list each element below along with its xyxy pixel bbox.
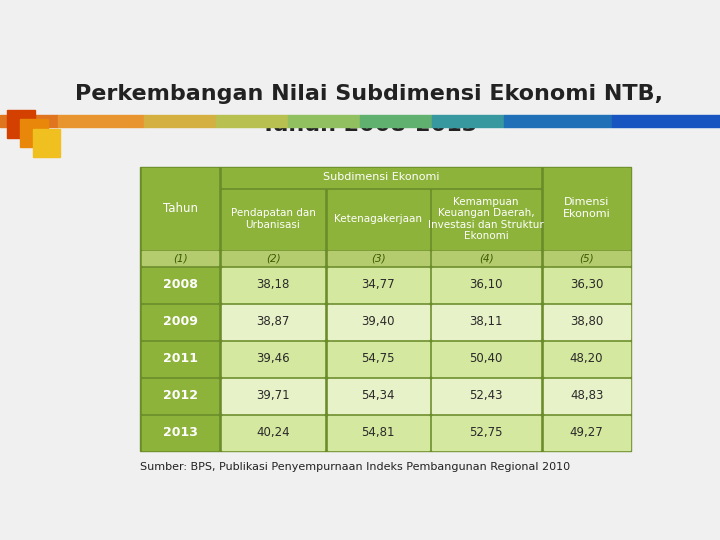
Bar — [544, 251, 629, 265]
Text: 38,11: 38,11 — [469, 315, 503, 328]
Bar — [222, 342, 324, 376]
Text: 2012: 2012 — [163, 389, 197, 402]
Text: 52,43: 52,43 — [469, 389, 503, 402]
Text: 54,34: 54,34 — [361, 389, 395, 402]
Text: Ketenagakerjaan: Ketenagakerjaan — [334, 214, 422, 224]
Text: 38,18: 38,18 — [256, 279, 289, 292]
Text: 38,80: 38,80 — [570, 315, 603, 328]
Text: 39,40: 39,40 — [361, 315, 395, 328]
Bar — [432, 379, 540, 413]
Text: 38,87: 38,87 — [256, 315, 289, 328]
Bar — [222, 379, 324, 413]
Text: 2009: 2009 — [163, 315, 197, 328]
Bar — [544, 342, 629, 376]
Bar — [544, 379, 629, 413]
Text: 2013: 2013 — [163, 427, 197, 440]
Text: (3): (3) — [371, 253, 385, 263]
Bar — [222, 268, 324, 302]
Bar — [142, 416, 218, 450]
Text: (4): (4) — [479, 253, 493, 263]
Text: 52,75: 52,75 — [469, 427, 503, 440]
Text: 48,20: 48,20 — [570, 353, 603, 366]
Text: (5): (5) — [580, 253, 594, 263]
Text: 2008: 2008 — [163, 279, 197, 292]
Bar — [328, 251, 428, 265]
Bar — [222, 190, 324, 248]
Bar — [142, 305, 218, 339]
Bar — [432, 342, 540, 376]
Bar — [142, 168, 218, 248]
Text: 2011: 2011 — [163, 353, 197, 366]
Text: Perkembangan Nilai Subdimensi Ekonomi NTB,: Perkembangan Nilai Subdimensi Ekonomi NT… — [75, 84, 663, 104]
Bar — [142, 379, 218, 413]
Text: Subdimensi Ekonomi: Subdimensi Ekonomi — [323, 172, 439, 183]
Bar — [142, 251, 218, 265]
Bar — [328, 190, 428, 248]
Text: 40,24: 40,24 — [256, 427, 290, 440]
Text: 39,46: 39,46 — [256, 353, 290, 366]
Bar — [140, 167, 631, 451]
Bar — [222, 416, 324, 450]
Text: Kemampuan
Keuangan Daerah,
Investasi dan Struktur
Ekonomi: Kemampuan Keuangan Daerah, Investasi dan… — [428, 197, 544, 241]
Text: 50,40: 50,40 — [469, 353, 503, 366]
Bar — [222, 305, 324, 339]
Bar — [544, 268, 629, 302]
Bar — [328, 268, 428, 302]
Text: 39,71: 39,71 — [256, 389, 290, 402]
Bar — [222, 168, 540, 187]
Text: 34,77: 34,77 — [361, 279, 395, 292]
Bar — [544, 168, 629, 248]
Text: Tahun: Tahun — [163, 202, 197, 215]
Text: 36,10: 36,10 — [469, 279, 503, 292]
Bar — [142, 342, 218, 376]
Text: Pendapatan dan
Urbanisasi: Pendapatan dan Urbanisasi — [230, 208, 315, 230]
Text: Dimensi
Ekonomi: Dimensi Ekonomi — [563, 198, 611, 219]
Bar — [328, 379, 428, 413]
Text: 36,30: 36,30 — [570, 279, 603, 292]
Bar — [544, 416, 629, 450]
Text: 54,75: 54,75 — [361, 353, 395, 366]
Bar — [544, 305, 629, 339]
Bar — [432, 268, 540, 302]
Bar — [432, 305, 540, 339]
Bar — [142, 268, 218, 302]
Bar — [432, 251, 540, 265]
Text: (2): (2) — [266, 253, 280, 263]
Text: Tahun 2008-2013: Tahun 2008-2013 — [261, 115, 477, 135]
Text: 54,81: 54,81 — [361, 427, 395, 440]
Bar — [432, 416, 540, 450]
Bar — [328, 342, 428, 376]
Bar — [222, 251, 324, 265]
Text: (1): (1) — [173, 253, 187, 263]
Text: 48,83: 48,83 — [570, 389, 603, 402]
Text: Sumber: BPS, Publikasi Penyempurnaan Indeks Pembangunan Regional 2010: Sumber: BPS, Publikasi Penyempurnaan Ind… — [140, 462, 570, 472]
Bar — [328, 416, 428, 450]
Bar — [328, 305, 428, 339]
Text: 49,27: 49,27 — [570, 427, 603, 440]
Bar — [432, 190, 540, 248]
